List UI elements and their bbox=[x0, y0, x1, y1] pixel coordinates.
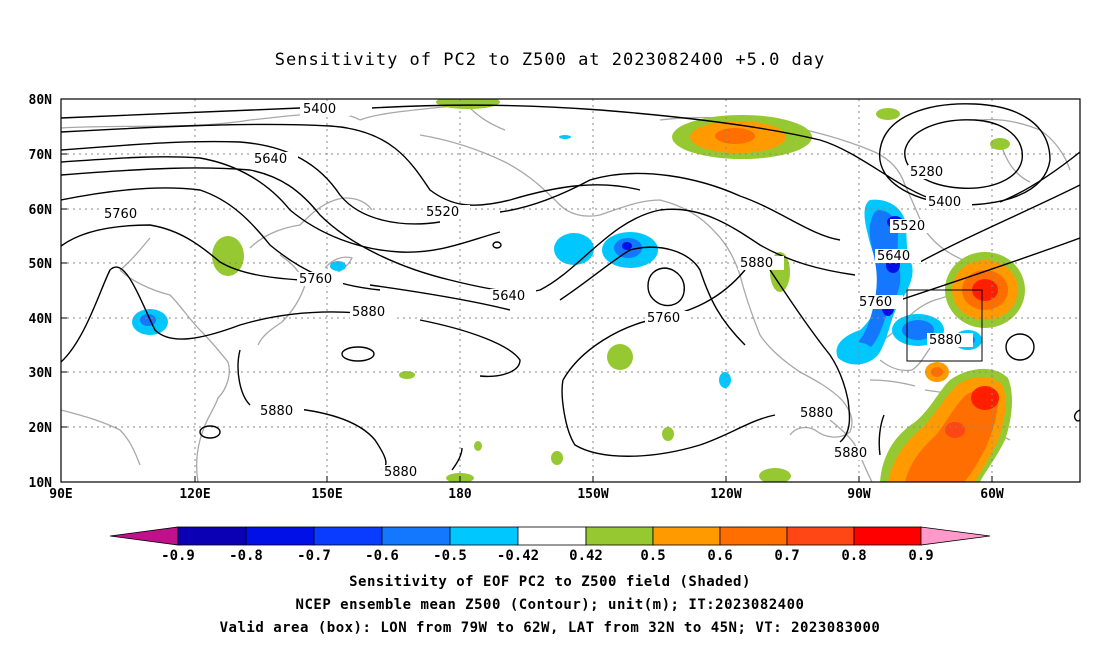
contour-label: 5520 bbox=[892, 219, 925, 234]
colorbar-box bbox=[313, 526, 383, 546]
lon-label: 180 bbox=[448, 487, 472, 502]
contour-label: 5880 bbox=[352, 305, 385, 320]
colorbar-box bbox=[786, 526, 855, 546]
colorbar-label: 0.5 bbox=[640, 548, 665, 564]
colorbar: -0.9 -0.8 -0.7 -0.6 -0.5 -0.42 0.42 0.5 … bbox=[109, 526, 991, 564]
contour-label-group: 5400 5640 5520 5760 5760 5880 5640 5760 … bbox=[102, 102, 973, 480]
lat-label: 10N bbox=[29, 476, 53, 491]
contour-label: 5760 bbox=[859, 295, 892, 310]
colorbar-label: -0.9 bbox=[161, 548, 195, 564]
map-border bbox=[60, 98, 1081, 483]
colorbar-box bbox=[449, 526, 519, 546]
colorbar-right-triangle bbox=[920, 526, 991, 546]
contour-label: 5760 bbox=[647, 311, 680, 326]
caption-shading: Sensitivity of EOF PC2 to Z500 field (Sh… bbox=[349, 574, 751, 590]
colorbar-label: 0.7 bbox=[774, 548, 799, 564]
contour-label: 5880 bbox=[800, 406, 833, 421]
lat-label: 60N bbox=[29, 203, 53, 218]
colorbar-box bbox=[245, 526, 315, 546]
colorbar-box bbox=[853, 526, 922, 546]
colorbar-box bbox=[585, 526, 654, 546]
contour-label: 5760 bbox=[104, 207, 137, 222]
lon-label: 90W bbox=[847, 487, 871, 502]
lat-label: 30N bbox=[29, 366, 53, 381]
colorbar-box bbox=[719, 526, 788, 546]
colorbar-label: 0.9 bbox=[908, 548, 933, 564]
contour-label: 5400 bbox=[928, 195, 961, 210]
lat-label: 20N bbox=[29, 421, 53, 436]
colorbar-box bbox=[517, 526, 587, 546]
colorbar-label: 0.42 bbox=[569, 548, 603, 564]
contour-label: 5880 bbox=[260, 404, 293, 419]
caption-valid-area: Valid area (box): LON from 79W to 62W, L… bbox=[219, 620, 881, 636]
colorbar-box bbox=[652, 526, 721, 546]
colorbar-label: -0.5 bbox=[433, 548, 467, 564]
lon-label: 90E bbox=[49, 487, 72, 502]
contour-label: 5280 bbox=[910, 165, 943, 180]
lat-label: 80N bbox=[29, 93, 53, 108]
colorbar-box bbox=[177, 526, 247, 546]
colorbar-left-triangle bbox=[109, 526, 179, 546]
contour-label: 5880 bbox=[384, 465, 417, 480]
lat-label: 40N bbox=[29, 312, 53, 327]
contour-label: 5400 bbox=[303, 102, 336, 117]
valid-area-box bbox=[906, 289, 983, 362]
lat-label: 50N bbox=[29, 257, 53, 272]
colorbar-label: -0.8 bbox=[229, 548, 263, 564]
contour-label: 5880 bbox=[929, 333, 962, 348]
lon-label: 60W bbox=[980, 487, 1004, 502]
lat-label: 70N bbox=[29, 148, 53, 163]
grid bbox=[61, 99, 1080, 482]
colorbar-label: -0.6 bbox=[365, 548, 399, 564]
chart-title: Sensitivity of PC2 to Z500 at 2023082400… bbox=[274, 50, 826, 70]
colorbar-label: 0.6 bbox=[707, 548, 732, 564]
longitude-labels: 90E 120E 150E 180 150W 120W 90W 60W bbox=[49, 487, 1004, 502]
lon-label: 120E bbox=[179, 487, 210, 502]
contour-label: 5640 bbox=[492, 289, 525, 304]
latitude-labels: 80N 70N 60N 50N 40N 30N 20N 10N bbox=[29, 93, 53, 491]
lon-label: 120W bbox=[710, 487, 741, 502]
contour-label: 5760 bbox=[299, 272, 332, 287]
colorbar-label: -0.7 bbox=[297, 548, 331, 564]
axis-ticks bbox=[60, 98, 993, 483]
contour-label: 5640 bbox=[877, 249, 910, 264]
caption-contour: NCEP ensemble mean Z500 (Contour); unit(… bbox=[295, 597, 805, 613]
contour-label: 5520 bbox=[426, 205, 459, 220]
colorbar-label: 0.8 bbox=[841, 548, 866, 564]
lon-label: 150W bbox=[577, 487, 608, 502]
contour-label: 5880 bbox=[740, 256, 773, 271]
colorbar-label: -0.42 bbox=[497, 548, 539, 564]
lon-label: 150E bbox=[311, 487, 342, 502]
colorbar-box bbox=[381, 526, 451, 546]
contour-label: 5880 bbox=[834, 446, 867, 461]
contour-label: 5640 bbox=[254, 152, 287, 167]
z500-contours bbox=[61, 103, 1080, 471]
